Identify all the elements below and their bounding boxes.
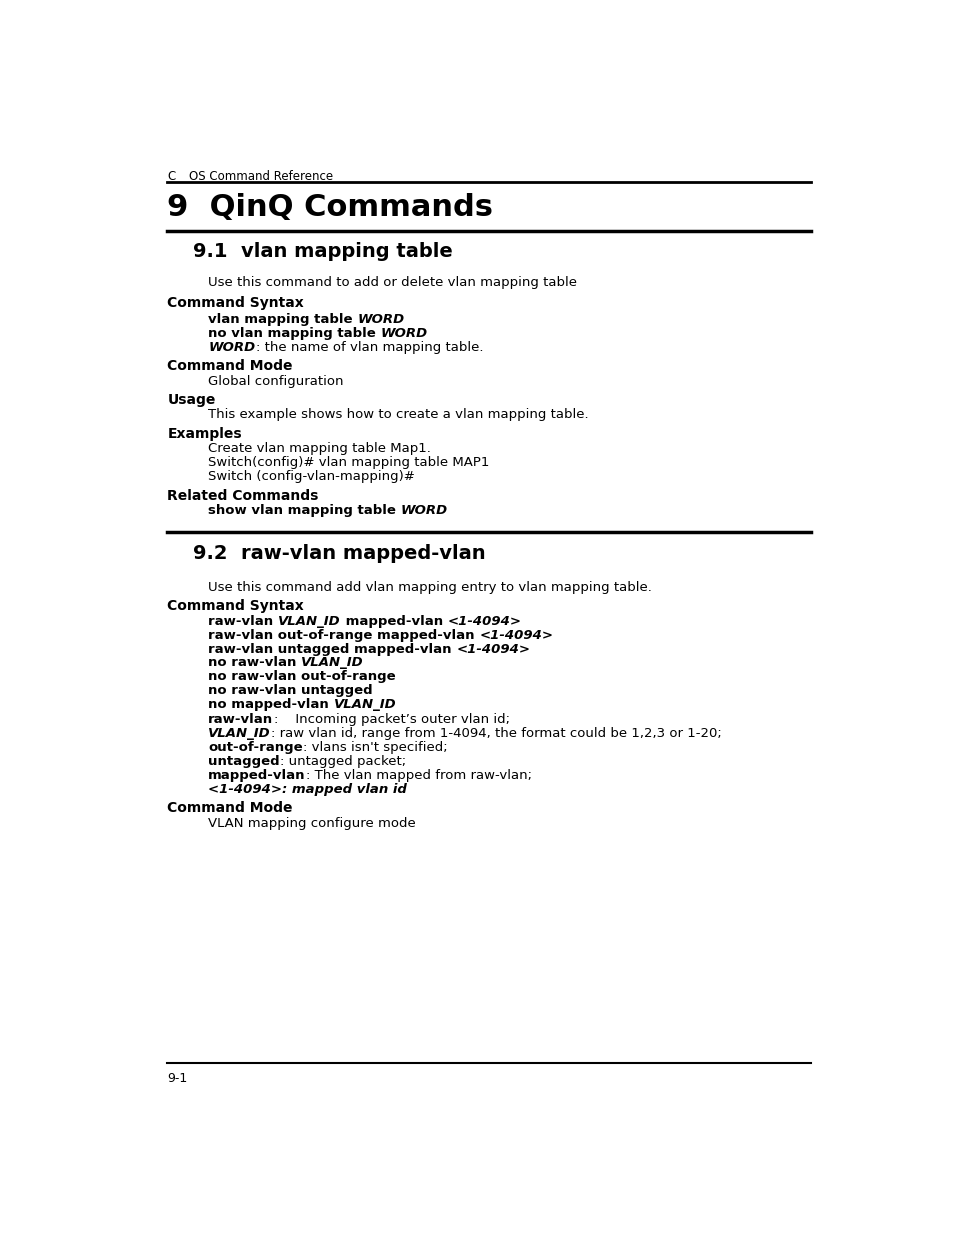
Text: <1-4094>: <1-4094>	[456, 642, 530, 656]
Text: raw-vlan: raw-vlan	[208, 714, 274, 726]
Text: VLAN_ID: VLAN_ID	[278, 615, 340, 627]
Text: VLAN_ID: VLAN_ID	[208, 727, 271, 740]
Text: Command Mode: Command Mode	[167, 359, 293, 373]
Text: This example shows how to create a vlan mapping table.: This example shows how to create a vlan …	[208, 409, 588, 421]
Text: C: C	[167, 169, 175, 183]
Text: raw-vlan: raw-vlan	[208, 615, 278, 627]
Text: Use this command to add or delete vlan mapping table: Use this command to add or delete vlan m…	[208, 275, 577, 289]
Text: Switch(config)# vlan mapping table MAP1: Switch(config)# vlan mapping table MAP1	[208, 456, 489, 469]
Text: : untagged packet;: : untagged packet;	[280, 755, 406, 768]
Text: out-of-range: out-of-range	[208, 741, 303, 755]
Text: raw-vlan untagged mapped-vlan: raw-vlan untagged mapped-vlan	[208, 642, 456, 656]
Text: mapped-vlan: mapped-vlan	[208, 769, 306, 782]
Text: Usage: Usage	[167, 393, 215, 408]
Text: Global configuration: Global configuration	[208, 374, 343, 388]
Text: no mapped-vlan: no mapped-vlan	[208, 698, 334, 711]
Text: WORD: WORD	[380, 327, 428, 340]
Text: OS Command Reference: OS Command Reference	[189, 169, 333, 183]
Text: Create vlan mapping table Map1.: Create vlan mapping table Map1.	[208, 442, 431, 456]
Text: Use this command add vlan mapping entry to vlan mapping table.: Use this command add vlan mapping entry …	[208, 580, 652, 594]
Text: <1-4094>: <1-4094>	[447, 615, 521, 627]
Text: Command Mode: Command Mode	[167, 802, 293, 815]
Text: VLAN_ID: VLAN_ID	[334, 698, 395, 711]
Text: : vlans isn't specified;: : vlans isn't specified;	[303, 741, 447, 755]
Text: raw-vlan out-of-range mapped-vlan: raw-vlan out-of-range mapped-vlan	[208, 629, 479, 642]
Text: Examples: Examples	[167, 427, 242, 441]
Text: 9.2  raw-vlan mapped-vlan: 9.2 raw-vlan mapped-vlan	[193, 543, 485, 563]
Text: no raw-vlan: no raw-vlan	[208, 656, 301, 669]
Text: Related Commands: Related Commands	[167, 489, 318, 503]
Text: WORD: WORD	[357, 312, 404, 326]
Text: Command Syntax: Command Syntax	[167, 296, 304, 310]
Text: VLAN mapping configure mode: VLAN mapping configure mode	[208, 816, 416, 830]
Text: :    Incoming packet’s outer vlan id;: : Incoming packet’s outer vlan id;	[274, 714, 509, 726]
Text: Switch (config-vlan-mapping)#: Switch (config-vlan-mapping)#	[208, 471, 415, 483]
Text: <1-4094>: <1-4094>	[479, 629, 553, 642]
Text: 9  QinQ Commands: 9 QinQ Commands	[167, 193, 493, 222]
Text: vlan mapping table: vlan mapping table	[208, 312, 357, 326]
Text: 9.1  vlan mapping table: 9.1 vlan mapping table	[193, 242, 452, 261]
Text: : raw vlan id, range from 1-4094, the format could be 1,2,3 or 1-20;: : raw vlan id, range from 1-4094, the fo…	[271, 727, 721, 740]
Text: no raw-vlan out-of-range: no raw-vlan out-of-range	[208, 671, 395, 683]
Text: Command Syntax: Command Syntax	[167, 599, 304, 613]
Text: VLAN_ID: VLAN_ID	[301, 656, 364, 669]
Text: WORD: WORD	[208, 341, 255, 353]
Text: untagged: untagged	[208, 755, 280, 768]
Text: mapped-vlan: mapped-vlan	[340, 615, 447, 627]
Text: : the name of vlan mapping table.: : the name of vlan mapping table.	[255, 341, 482, 353]
Text: <1-4094>: mapped vlan id: <1-4094>: mapped vlan id	[208, 783, 407, 795]
Text: no raw-vlan untagged: no raw-vlan untagged	[208, 684, 373, 697]
Text: show vlan mapping table: show vlan mapping table	[208, 504, 400, 517]
Text: no vlan mapping table: no vlan mapping table	[208, 327, 380, 340]
Text: 9-1: 9-1	[167, 1072, 188, 1086]
Text: WORD: WORD	[400, 504, 448, 517]
Text: : The vlan mapped from raw-vlan;: : The vlan mapped from raw-vlan;	[306, 769, 532, 782]
